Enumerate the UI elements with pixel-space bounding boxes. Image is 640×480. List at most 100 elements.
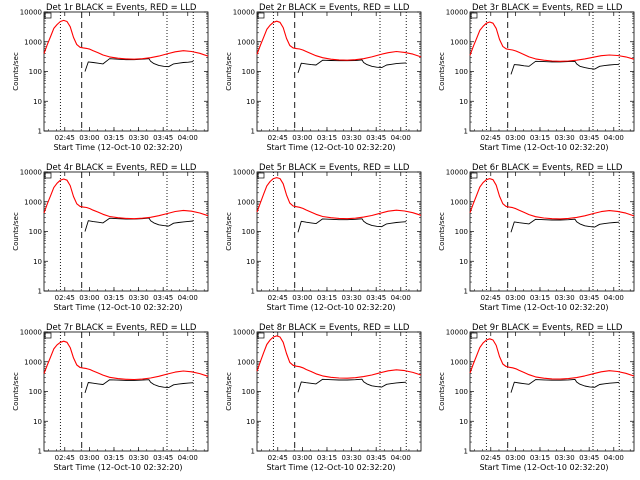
y-axis-label: Counts/sec <box>438 372 446 411</box>
x-tick-label: 02:45 <box>55 134 75 142</box>
x-axis-label: Start Time (12-Oct-10 02:32:20) <box>53 303 182 312</box>
y-tick-label: 10 <box>33 258 42 266</box>
y-tick-label: 10000 <box>20 329 42 337</box>
y-axis-label: Counts/sec <box>12 372 20 411</box>
detector-panel-2: Det 2r BLACK = Events, RED = LLD 1 10 100 10… <box>213 0 426 160</box>
x-tick-label: 03:30 <box>128 134 148 142</box>
y-tick-label: 100 <box>29 388 42 396</box>
y-axis-label: Counts/sec <box>225 372 233 411</box>
plot-frame <box>256 171 422 292</box>
x-tick-label: 02:45 <box>55 454 75 462</box>
x-tick-label: 03:00 <box>505 294 525 302</box>
detector-panel-3: Det 3r BLACK = Events, RED = LLD 1 10 100 10… <box>426 0 639 160</box>
plot-frame <box>256 11 422 132</box>
series-line-events <box>297 218 407 233</box>
corner-marker-box <box>44 332 52 339</box>
x-tick-label: 02:45 <box>481 454 501 462</box>
x-tick-label: 04:00 <box>604 134 624 142</box>
x-tick-label: 04:00 <box>391 454 411 462</box>
x-tick-label: 03:00 <box>79 454 99 462</box>
x-tick-label: 03:45 <box>579 454 599 462</box>
y-tick-label: 1000 <box>24 198 42 206</box>
series-line-lld <box>256 20 422 61</box>
y-tick-label: 1 <box>464 448 468 456</box>
x-tick-label: 02:45 <box>481 294 501 302</box>
y-tick-label: 1000 <box>237 198 255 206</box>
x-axis-label: Start Time (12-Oct-10 02:32:20) <box>266 303 395 312</box>
y-axis-label: Counts/sec <box>438 212 446 251</box>
x-tick-label: 03:15 <box>104 294 124 302</box>
x-axis-label: Start Time (12-Oct-10 02:32:20) <box>53 143 182 152</box>
panel-chart-svg: Det 2r BLACK = Events, RED = LLD 1 10 100 10… <box>225 3 422 152</box>
x-tick-label: 03:00 <box>505 134 525 142</box>
y-tick-label: 10000 <box>233 329 255 337</box>
x-tick-label: 03:45 <box>366 134 386 142</box>
x-tick-label: 03:00 <box>292 294 312 302</box>
x-tick-label: 03:45 <box>579 294 599 302</box>
x-tick-label: 04:00 <box>391 134 411 142</box>
panel-title: Det 7r BLACK = Events, RED = LLD <box>46 323 197 333</box>
x-tick-label: 03:30 <box>128 454 148 462</box>
x-tick-label: 03:45 <box>153 134 173 142</box>
x-tick-label: 03:15 <box>530 134 550 142</box>
x-tick-label: 03:00 <box>79 134 99 142</box>
x-tick-label: 03:15 <box>317 454 337 462</box>
x-tick-label: 03:45 <box>153 294 173 302</box>
series-line-events <box>84 58 194 72</box>
corner-marker-box <box>470 332 478 339</box>
corner-marker-box <box>470 172 478 179</box>
detector-panel-4: Det 4r BLACK = Events, RED = LLD 1 10 100 10… <box>0 160 213 320</box>
x-tick-label: 03:15 <box>317 134 337 142</box>
panel-chart-svg: Det 9r BLACK = Events, RED = LLD 1 10 100 10… <box>438 323 635 472</box>
plot-frame <box>43 331 209 452</box>
y-tick-label: 1000 <box>450 38 468 46</box>
y-axis-label: Counts/sec <box>12 212 20 251</box>
panel-title: Det 2r BLACK = Events, RED = LLD <box>259 3 410 13</box>
x-tick-label: 03:30 <box>554 454 574 462</box>
detector-panel-9: Det 9r BLACK = Events, RED = LLD 1 10 100 10… <box>426 320 639 480</box>
panel-chart-svg: Det 3r BLACK = Events, RED = LLD 1 10 100 10… <box>438 3 635 152</box>
x-tick-label: 03:30 <box>554 294 574 302</box>
y-tick-label: 1 <box>251 128 255 136</box>
x-axis-label: Start Time (12-Oct-10 02:32:20) <box>479 303 608 312</box>
x-tick-label: 04:00 <box>604 294 624 302</box>
panel-chart-svg: Det 6r BLACK = Events, RED = LLD 1 10 100 10… <box>438 163 635 312</box>
y-tick-label: 1 <box>464 128 468 136</box>
y-tick-label: 100 <box>242 228 255 236</box>
plot-frame <box>469 11 635 132</box>
series-line-events <box>510 60 620 75</box>
y-tick-label: 10 <box>246 98 255 106</box>
y-tick-label: 100 <box>242 388 255 396</box>
y-tick-label: 1 <box>38 128 42 136</box>
y-tick-label: 100 <box>455 68 468 76</box>
y-tick-label: 1000 <box>450 358 468 366</box>
series-line-lld <box>469 21 635 62</box>
series-line-events <box>510 218 620 233</box>
y-tick-label: 10 <box>33 418 42 426</box>
x-tick-label: 03:30 <box>341 134 361 142</box>
x-tick-label: 03:30 <box>128 294 148 302</box>
y-tick-label: 10000 <box>20 169 42 177</box>
panel-chart-svg: Det 8r BLACK = Events, RED = LLD 1 10 100 10… <box>225 323 422 472</box>
x-axis-label: Start Time (12-Oct-10 02:32:20) <box>479 143 608 152</box>
plot-frame <box>469 171 635 292</box>
series-line-lld <box>256 335 422 379</box>
panel-title: Det 9r BLACK = Events, RED = LLD <box>472 323 623 333</box>
y-tick-label: 10 <box>459 258 468 266</box>
x-tick-label: 03:30 <box>554 134 574 142</box>
y-tick-label: 1000 <box>24 38 42 46</box>
detector-panel-7: Det 7r BLACK = Events, RED = LLD 1 10 100 10… <box>0 320 213 480</box>
series-line-events <box>297 59 407 74</box>
y-tick-label: 1 <box>38 448 42 456</box>
panel-title: Det 5r BLACK = Events, RED = LLD <box>259 163 410 173</box>
y-tick-label: 10000 <box>233 9 255 17</box>
panel-title: Det 3r BLACK = Events, RED = LLD <box>472 3 623 13</box>
y-tick-label: 100 <box>242 68 255 76</box>
series-line-lld <box>469 178 635 220</box>
x-tick-label: 04:00 <box>391 294 411 302</box>
series-line-events <box>297 378 407 393</box>
series-line-events <box>84 217 194 232</box>
x-tick-label: 03:00 <box>79 294 99 302</box>
x-tick-label: 03:00 <box>292 454 312 462</box>
